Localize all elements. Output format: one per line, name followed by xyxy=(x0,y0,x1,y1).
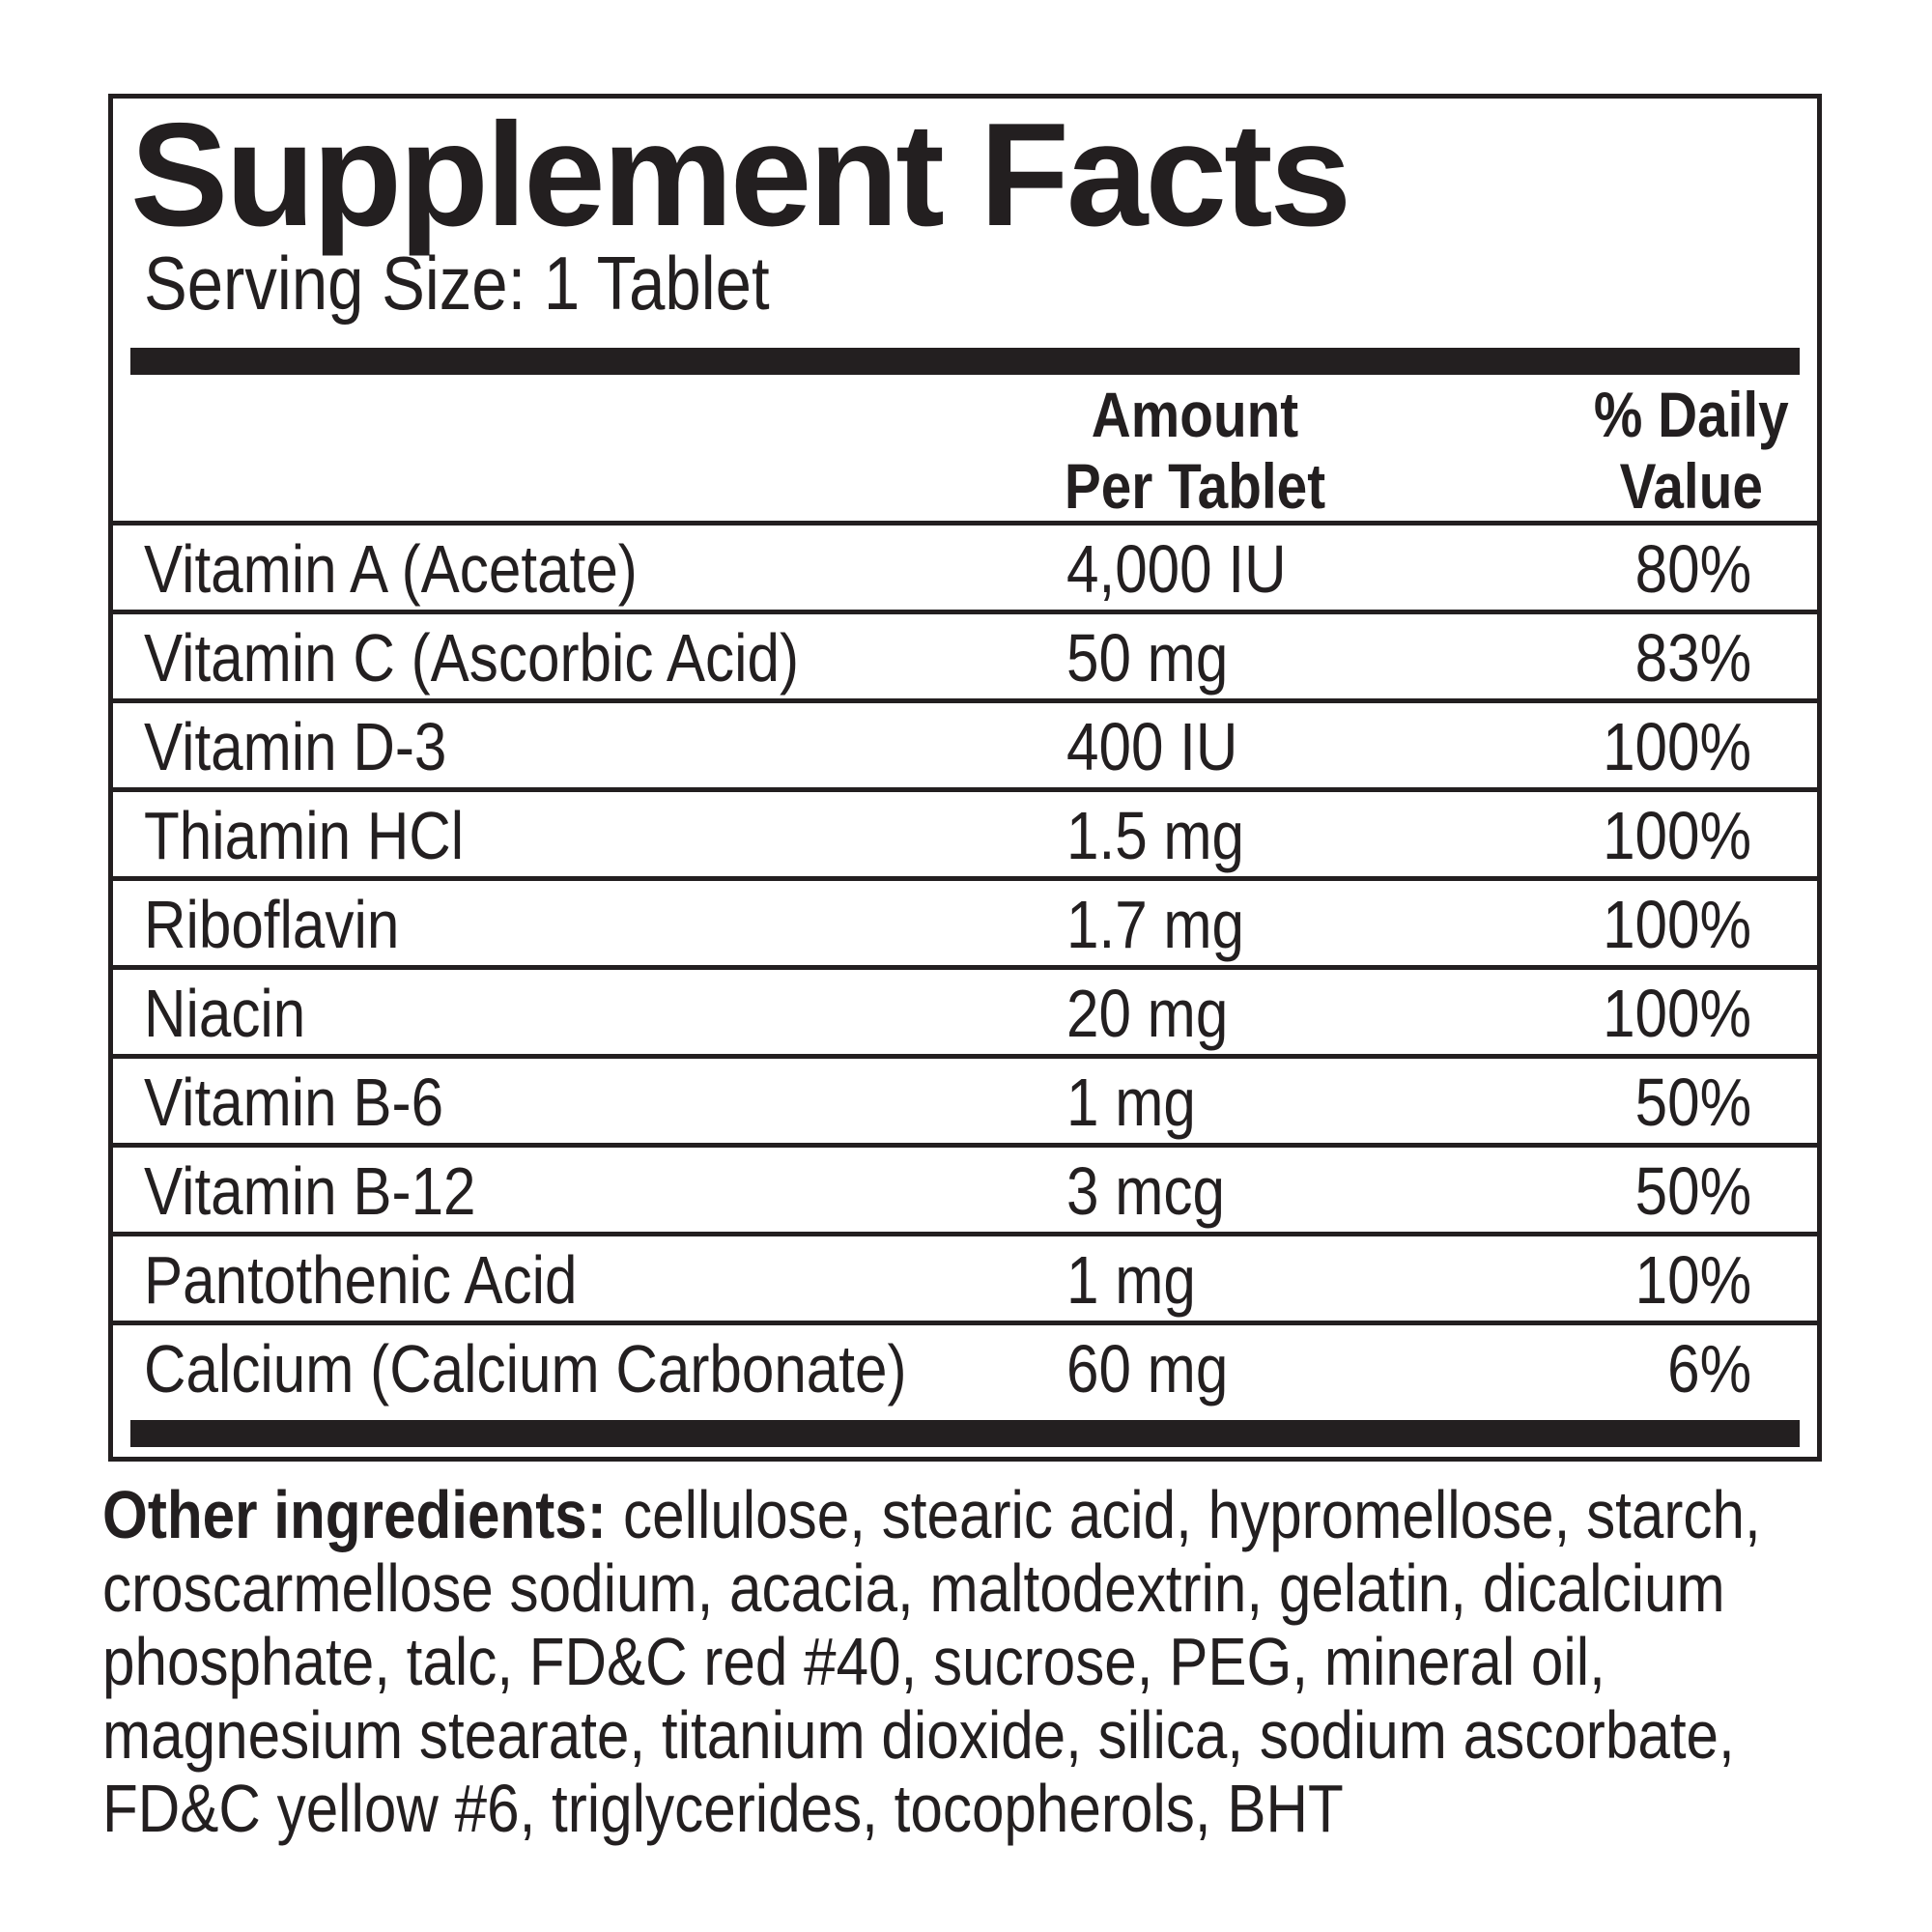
nutrient-daily-value: 100% xyxy=(1603,976,1751,1051)
nutrient-daily-value: 50% xyxy=(1634,1065,1751,1140)
nutrient-table: Vitamin A (Acetate) 4,000 IU 80% Vitamin C … xyxy=(113,521,1817,1409)
header-amount: Amount Per Tablet xyxy=(1064,379,1326,522)
other-ingredients-text: cellulose, stearic acid, hypromellose, s… xyxy=(102,1477,1761,1846)
other-ingredients-label: Other ingredients: xyxy=(102,1477,607,1552)
nutrient-amount: 1.7 mg xyxy=(1066,887,1245,962)
header-daily-value: % Daily Value xyxy=(1593,379,1789,522)
nutrient-daily-value: 80% xyxy=(1634,531,1751,607)
table-row: Vitamin B-12 3 mcg 50% xyxy=(113,1143,1817,1232)
nutrient-amount: 60 mg xyxy=(1066,1331,1229,1406)
nutrient-name: Niacin xyxy=(144,976,306,1051)
nutrient-name: Vitamin B-6 xyxy=(144,1065,444,1140)
nutrient-name: Vitamin B-12 xyxy=(144,1153,476,1229)
nutrient-amount: 1 mg xyxy=(1066,1242,1196,1318)
nutrient-amount: 20 mg xyxy=(1066,976,1229,1051)
table-row: Pantothenic Acid 1 mg 10% xyxy=(113,1232,1817,1321)
nutrient-daily-value: 100% xyxy=(1603,798,1751,873)
nutrient-name: Calcium (Calcium Carbonate) xyxy=(144,1331,907,1406)
table-row: Thiamin HCl 1.5 mg 100% xyxy=(113,787,1817,876)
nutrient-daily-value: 10% xyxy=(1634,1242,1751,1318)
nutrient-amount: 400 IU xyxy=(1066,709,1238,784)
thick-divider xyxy=(130,1420,1800,1447)
table-row: Niacin 20 mg 100% xyxy=(113,965,1817,1054)
table-row: Vitamin C (Ascorbic Acid) 50 mg 83% xyxy=(113,610,1817,698)
nutrient-name: Riboflavin xyxy=(144,887,400,962)
nutrient-amount: 1.5 mg xyxy=(1066,798,1245,873)
nutrient-name: Vitamin A (Acetate) xyxy=(144,531,638,607)
nutrient-amount: 3 mcg xyxy=(1066,1153,1225,1229)
panel-title: Supplement Facts xyxy=(130,93,1351,257)
nutrient-daily-value: 6% xyxy=(1666,1331,1751,1406)
nutrient-daily-value: 50% xyxy=(1634,1153,1751,1229)
table-row: Vitamin D-3 400 IU 100% xyxy=(113,698,1817,787)
nutrient-daily-value: 83% xyxy=(1634,620,1751,696)
nutrient-amount: 1 mg xyxy=(1066,1065,1196,1140)
serving-size: Serving Size: 1 Tablet xyxy=(144,241,770,326)
nutrient-daily-value: 100% xyxy=(1603,887,1751,962)
nutrient-daily-value: 100% xyxy=(1603,709,1751,784)
nutrient-name: Thiamin HCl xyxy=(144,798,465,873)
table-row: Vitamin B-6 1 mg 50% xyxy=(113,1054,1817,1143)
nutrient-name: Vitamin C (Ascorbic Acid) xyxy=(144,620,800,696)
nutrient-amount: 50 mg xyxy=(1066,620,1229,696)
thick-divider xyxy=(130,348,1800,375)
other-ingredients: Other ingredients: cellulose, stearic aci… xyxy=(102,1478,1889,1845)
table-row: Vitamin A (Acetate) 4,000 IU 80% xyxy=(113,521,1817,610)
nutrient-name: Vitamin D-3 xyxy=(144,709,447,784)
nutrient-name: Pantothenic Acid xyxy=(144,1242,578,1318)
supplement-facts-panel: Supplement Facts Serving Size: 1 Tablet … xyxy=(108,94,1822,1462)
table-row: Riboflavin 1.7 mg 100% xyxy=(113,876,1817,965)
nutrient-amount: 4,000 IU xyxy=(1066,531,1287,607)
table-row: Calcium (Calcium Carbonate) 60 mg 6% xyxy=(113,1321,1817,1409)
